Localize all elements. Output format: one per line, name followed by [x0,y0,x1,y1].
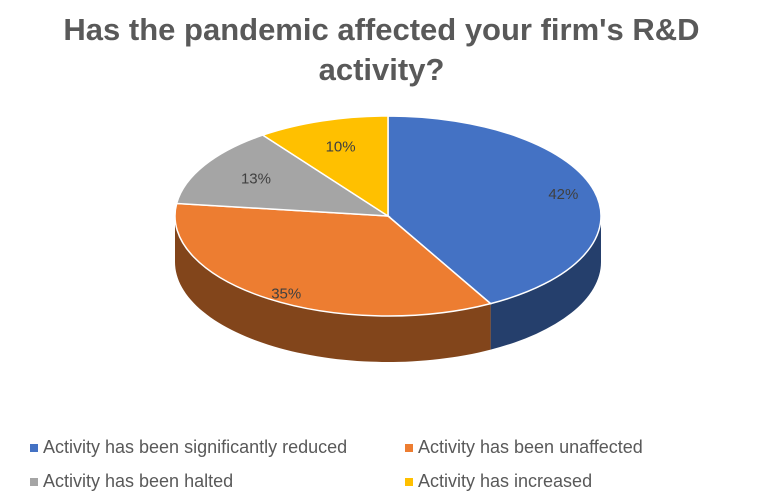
legend-label: Activity has been unaffected [418,437,643,457]
legend-marker [30,444,38,452]
legend-label: Activity has been significantly reduced [43,437,347,457]
slice [387,115,602,305]
legend-marker [405,444,413,452]
legend-marker [30,478,38,486]
data-label: 35% [271,285,301,302]
data-label: 13% [241,170,271,187]
slice [261,115,389,218]
slice [175,134,391,217]
chart-title: Has the pandemic affected your firm's R&… [63,12,700,87]
slice [174,202,493,317]
legend-label: Activity has increased [418,471,592,491]
data-label: 10% [326,138,356,155]
data-label: 42% [548,186,578,203]
slice-side [490,216,601,350]
legend-marker [405,478,413,486]
legend-label: Activity has been halted [43,471,233,491]
slice-side [175,216,491,362]
